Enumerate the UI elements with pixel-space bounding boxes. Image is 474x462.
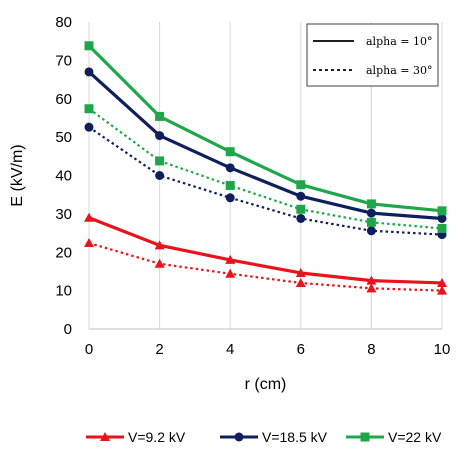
y-tick-label: 30 xyxy=(55,206,72,223)
y-tick-label: 0 xyxy=(64,321,72,338)
data-point-1-5 xyxy=(437,285,447,295)
data-point-2-5 xyxy=(437,213,447,223)
data-point-4-3 xyxy=(296,180,306,190)
line-style-legend: alpha = 10° alpha = 30° xyxy=(306,23,439,87)
series-line-5 xyxy=(88,107,443,230)
line-style-legend-box xyxy=(306,23,439,87)
data-point-5-3 xyxy=(296,204,306,214)
legend-label-0: V=9.2 kV xyxy=(128,429,186,445)
x-tick-label: 6 xyxy=(297,341,305,358)
legend-marker-0 xyxy=(100,432,110,441)
data-point-5-1 xyxy=(155,156,165,166)
data-point-2-3 xyxy=(296,191,306,201)
legend-label-2: V=22 kV xyxy=(388,429,442,445)
x-axis-title: r (cm) xyxy=(245,376,287,393)
legend-label-1: V=18.5 kV xyxy=(262,429,328,445)
x-tick-label: 4 xyxy=(226,341,234,358)
series-legend: V=9.2 kV V=18.5 kV V=22 kV xyxy=(86,429,442,445)
data-point-2-1 xyxy=(155,131,165,141)
data-point-5-4 xyxy=(366,217,376,227)
data-point-2-0 xyxy=(84,67,94,77)
data-point-3-1 xyxy=(155,171,165,180)
data-point-4-2 xyxy=(225,147,235,157)
y-tick-label: 50 xyxy=(55,129,72,146)
series-line-4 xyxy=(87,44,443,213)
y-tick-label: 10 xyxy=(55,283,72,300)
series-1-group xyxy=(84,238,447,295)
data-point-4-5 xyxy=(437,206,447,216)
y-tick-label: 60 xyxy=(55,91,72,108)
data-point-4-4 xyxy=(366,199,376,209)
data-point-1-4 xyxy=(366,283,377,293)
legend-marker-2 xyxy=(360,432,370,442)
y-tick-label: 80 xyxy=(55,14,72,31)
line-style-legend-label-dotted: alpha = 30° xyxy=(366,64,432,77)
y-axis-title: E (kV/m) xyxy=(9,144,26,206)
x-tick-label: 2 xyxy=(155,341,163,358)
data-point-0-3 xyxy=(295,267,306,277)
x-tick-label: 10 xyxy=(434,341,451,358)
data-point-4-1 xyxy=(155,111,165,121)
data-point-5-2 xyxy=(225,180,235,190)
y-tick-label: 20 xyxy=(55,244,72,261)
data-point-0-5 xyxy=(437,277,447,287)
data-point-3-2 xyxy=(225,193,235,203)
data-point-1-0 xyxy=(84,238,94,248)
data-point-0-0 xyxy=(84,212,94,222)
line-style-legend-label-solid: alpha = 10° xyxy=(366,35,432,48)
data-point-5-5 xyxy=(437,223,447,233)
y-tick-label: 40 xyxy=(55,168,72,185)
y-tick-label: 70 xyxy=(55,52,72,69)
legend-marker-1 xyxy=(234,432,244,442)
series-layer xyxy=(84,41,447,295)
data-point-3-3 xyxy=(296,213,306,223)
data-point-0-4 xyxy=(366,275,377,285)
series-4-group xyxy=(84,41,447,216)
data-point-2-4 xyxy=(366,208,376,218)
series-2-group xyxy=(84,67,447,223)
data-point-3-4 xyxy=(366,226,376,236)
x-tick-label: 0 xyxy=(85,341,93,358)
series-line-0 xyxy=(88,216,443,285)
series-5-group xyxy=(84,104,447,233)
tick-labels: 0 10 20 30 40 50 60 70 80 0 2 4 6 8 10 xyxy=(55,14,450,358)
series-line-1 xyxy=(88,241,443,292)
data-point-0-2 xyxy=(225,254,236,264)
data-point-3-0 xyxy=(84,122,94,132)
data-point-1-1 xyxy=(154,258,165,268)
data-point-2-2 xyxy=(225,163,235,173)
data-point-4-0 xyxy=(84,41,94,51)
data-point-1-2 xyxy=(225,268,236,278)
data-point-5-0 xyxy=(84,104,94,114)
series-0-group xyxy=(84,212,447,287)
data-point-1-3 xyxy=(295,277,306,287)
x-tick-label: 8 xyxy=(367,341,375,358)
series-line-2 xyxy=(87,70,443,221)
data-point-0-1 xyxy=(154,240,165,250)
